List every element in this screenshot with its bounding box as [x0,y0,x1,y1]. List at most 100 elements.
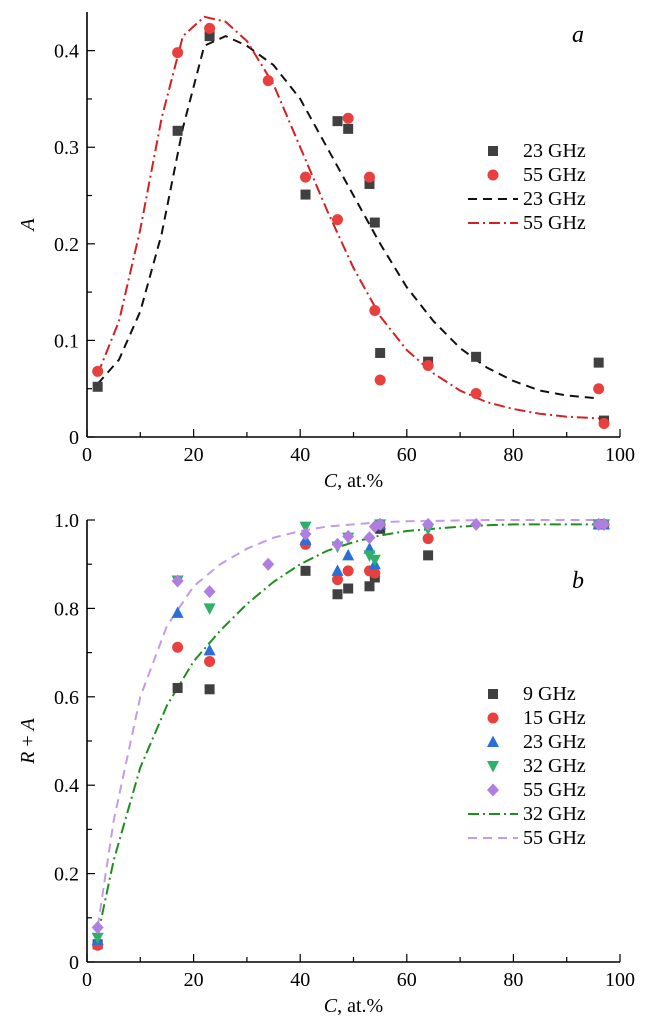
data-point [369,217,380,228]
y-tick-label: 1.0 [54,510,79,532]
data-point [364,178,375,189]
fit-line-55-ghz [96,15,605,420]
data-point [171,606,184,618]
data-point [598,417,610,429]
y-tick-label: 0 [69,952,79,974]
data-point [422,517,435,531]
legend-label: 23 GHz [523,731,586,753]
data-point [203,643,216,656]
data-point [204,31,215,42]
data-point [332,574,344,586]
x-tick-label: 0 [82,444,92,466]
data-point [331,537,344,551]
legend-marker [487,735,499,747]
data-point [342,529,355,543]
data-point [204,22,216,34]
data-point [203,603,216,615]
data-point [471,351,482,362]
data-point [364,581,375,592]
x-tick-label: 0 [82,969,92,991]
legend-marker [487,169,499,181]
data-point [299,527,312,541]
data-point [342,548,355,561]
series-diamond-55-ghz [91,517,611,935]
data-point [92,381,103,392]
legend-marker [488,689,498,699]
data-point [343,583,354,594]
y-tick-label: 0.2 [54,234,79,256]
legend-label: 9 GHz [523,683,576,705]
data-point [332,116,343,127]
data-point [91,932,104,945]
x-tick-label: 60 [397,444,417,466]
legend-label: 32 GHz [523,755,586,777]
data-point [300,189,311,200]
chart-panel-b: 0 20 40 60 80 100 0 0.2 0.4 0.6 0.8 1.0 C, at.% R + A… [17,510,635,1017]
y-tick-label: 0.8 [54,598,79,620]
data-point [374,374,386,386]
legend-label: 55 GHz [523,827,586,849]
data-point [172,641,184,653]
data-point [92,365,104,377]
data-point [422,533,434,545]
data-point [91,921,104,935]
x-tick-label: 20 [184,969,204,991]
data-point [300,171,312,183]
series-circle-55-ghz [92,22,610,429]
data-point [262,75,274,87]
x-axis-title: C, at.% [324,470,383,492]
data-point [374,517,387,531]
data-point [204,684,215,695]
data-point [299,521,312,534]
data-point [203,585,216,599]
data-point [368,554,381,567]
y-tick-label: 0.4 [54,41,79,63]
data-point [470,388,482,400]
x-tick-label: 80 [503,969,523,991]
data-point [300,565,311,576]
data-point [593,383,605,395]
data-point [363,550,376,562]
legend-label: 15 GHz [523,707,586,729]
fit-line-32-ghz [96,523,604,936]
data-point [342,112,354,124]
y-tick-label: 0.1 [54,330,79,352]
data-point [172,682,183,693]
data-point [363,531,376,545]
data-point [332,214,344,226]
panel-letter: a [572,22,584,48]
legend-label: 55 GHz [523,212,586,234]
panel-letter: b [572,568,584,594]
legend-label: 55 GHz [523,779,586,801]
x-tick-label: 40 [290,444,310,466]
data-point [423,550,434,561]
y-axis-title: R + A [17,717,39,765]
data-point [204,655,216,667]
legend-label: 55 GHz [523,164,586,186]
data-point [332,589,343,600]
legend-label: 23 GHz [523,188,586,210]
data-point [598,517,611,531]
x-tick-label: 100 [605,969,635,991]
legend-label: 23 GHz [523,140,586,162]
legend-marker [488,146,498,156]
x-tick-label: 100 [605,444,635,466]
x-tick-label: 40 [290,969,310,991]
x-tick-label: 60 [397,969,417,991]
y-axis-title: A [17,218,39,233]
data-point [369,304,381,316]
data-point [172,125,183,136]
y-tick-label: 0.4 [54,775,79,797]
data-point [331,564,344,576]
data-point [172,47,184,59]
data-point [369,567,381,579]
data-point [470,517,483,531]
fit-line-55-ghz [96,519,604,927]
data-point [342,565,354,577]
chart-panel-a: 0 20 40 60 80 100 0 0.1 0.2 0.3 0.4 C, at.% Aa 23 GHz… [17,12,635,492]
data-point [375,347,386,358]
data-point [363,171,375,183]
legend-marker [487,761,499,773]
